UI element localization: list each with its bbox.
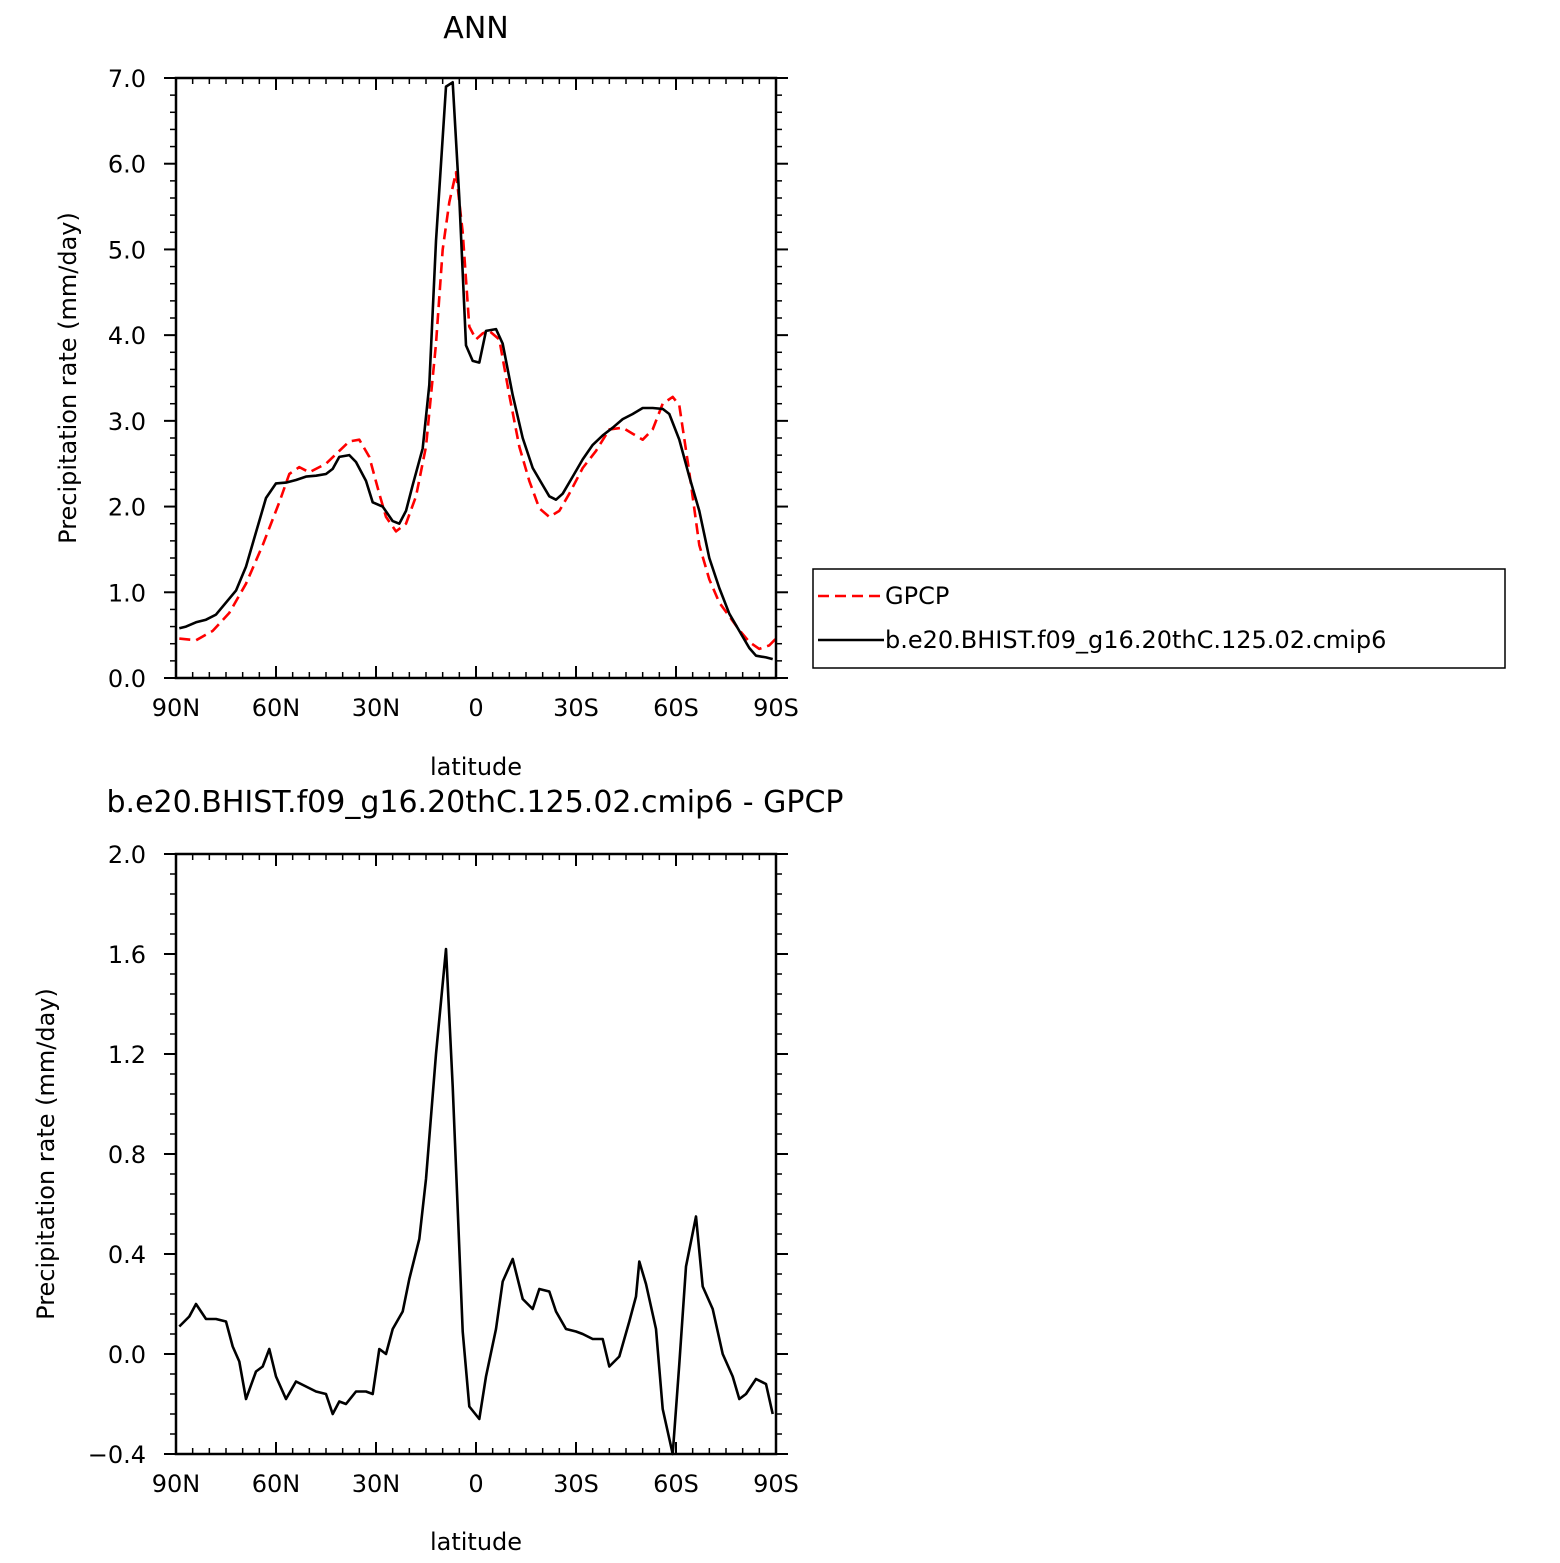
y-tick-label: 7.0 [108, 65, 146, 93]
bottom-chart-ticks: 90N 60N 30N 0 30S 60S 90S −0.4 0.0 0.4 0.8 1.2 1.6 2.… [88, 841, 799, 1498]
top-chart: ANN 90N 60N 30N 0 30S 60S 90S 0.0 1.0 2.0 3.0 4.0 5.… [54, 11, 799, 781]
y-tick-label: 5.0 [108, 236, 146, 264]
y-tick-label: 1.0 [108, 579, 146, 607]
y-tick-label: 0.8 [108, 1141, 146, 1169]
y-tick-label: 0.4 [108, 1241, 146, 1269]
x-tick-label: 0 [468, 1470, 483, 1498]
top-chart-plot-frame [174, 76, 778, 680]
x-tick-label: 30S [553, 694, 599, 722]
x-tick-label: 60N [252, 1470, 301, 1498]
bottom-chart-x-axis-label: latitude [430, 1528, 522, 1556]
top-chart-title: ANN [443, 11, 508, 46]
top-chart-series [178, 81, 777, 661]
x-tick-label: 30N [352, 1470, 401, 1498]
bottom-chart-y-axis-label: Precipitation rate (mm/day) [32, 988, 60, 1320]
series-line-1 [178, 81, 774, 661]
x-tick-label: 60S [653, 1470, 699, 1498]
bottom-chart-title: b.e20.BHIST.f09_g16.20thC.125.02.cmip6 -… [107, 785, 844, 820]
y-tick-label: 4.0 [108, 322, 146, 350]
top-chart-x-axis-label: latitude [430, 753, 522, 781]
legend-box [812, 568, 1506, 669]
bottom-chart: b.e20.BHIST.f09_g16.20thC.125.02.cmip6 -… [32, 785, 843, 1556]
legend-label-gpcp: GPCP [885, 582, 949, 610]
x-tick-label: 90S [753, 694, 799, 722]
y-tick-label: −0.4 [88, 1441, 146, 1469]
legend-label-model: b.e20.BHIST.f09_g16.20thC.125.02.cmip6 [885, 626, 1386, 654]
x-tick-label: 90S [753, 1470, 799, 1498]
x-tick-label: 90N [152, 694, 201, 722]
x-tick-label: 30S [553, 1470, 599, 1498]
series-line-0 [178, 947, 774, 1456]
x-tick-label: 0 [468, 694, 483, 722]
y-tick-label: 1.2 [108, 1041, 146, 1069]
bottom-chart-plot-frame [174, 852, 778, 1456]
x-tick-label: 30N [352, 694, 401, 722]
y-tick-label: 2.0 [108, 494, 146, 522]
y-tick-label: 1.6 [108, 941, 146, 969]
y-tick-label: 3.0 [108, 408, 146, 436]
y-tick-label: 2.0 [108, 841, 146, 869]
y-tick-label: 0.0 [108, 1341, 146, 1369]
y-tick-label: 0.0 [108, 665, 146, 693]
top-chart-legend: GPCP b.e20.BHIST.f09_g16.20thC.125.02.cm… [812, 568, 1506, 669]
x-tick-label: 60S [653, 694, 699, 722]
x-tick-label: 60N [252, 694, 301, 722]
series-line-0 [179, 171, 777, 651]
top-chart-y-axis-label: Precipitation rate (mm/day) [54, 212, 82, 544]
bottom-chart-series [178, 947, 774, 1456]
y-tick-label: 6.0 [108, 151, 146, 179]
x-tick-label: 90N [152, 1470, 201, 1498]
top-chart-ticks: 90N 60N 30N 0 30S 60S 90S 0.0 1.0 2.0 3.0 4.0 5.0 6.0… [108, 65, 799, 722]
